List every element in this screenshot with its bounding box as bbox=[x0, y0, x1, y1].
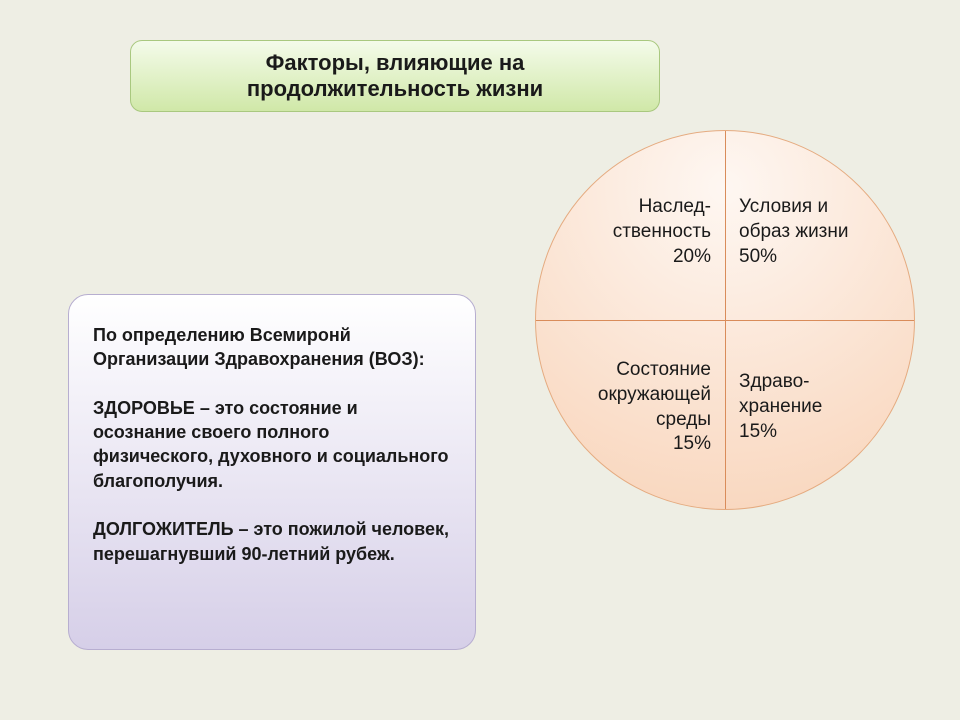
q-tl-line1: Наслед- bbox=[566, 195, 711, 220]
quadrant-environment: Состояние окружающей среды 15% bbox=[536, 320, 725, 509]
q-bl-line1: Состояние bbox=[566, 358, 711, 383]
q-bl-line3: среды bbox=[566, 408, 711, 433]
title-text: Факторы, влияющие на продолжительность ж… bbox=[151, 50, 639, 102]
q-br-line1: Здраво- bbox=[739, 370, 884, 395]
q-tr-line1: Условия и bbox=[739, 195, 884, 220]
q-bl-value: 15% bbox=[566, 432, 711, 457]
q-br-line2: хранение bbox=[739, 395, 884, 420]
definition-intro: По определению Всемиронй Организации Здр… bbox=[93, 323, 451, 372]
quadrant-healthcare: Здраво- хранение 15% bbox=[725, 320, 914, 509]
q-tl-value: 20% bbox=[566, 245, 711, 270]
definition-longevity: ДОЛГОЖИТЕЛЬ – это пожилой человек, переш… bbox=[93, 517, 451, 566]
quadrant-lifestyle: Условия и образ жизни 50% bbox=[725, 131, 914, 320]
definition-box: По определению Всемиронй Организации Здр… bbox=[68, 294, 476, 650]
q-tl-line2: ственность bbox=[566, 220, 711, 245]
title-box: Факторы, влияющие на продолжительность ж… bbox=[130, 40, 660, 112]
definition-health: ЗДОРОВЬЕ – это состояние и осознание сво… bbox=[93, 396, 451, 493]
q-tr-line2: образ жизни bbox=[739, 220, 884, 245]
q-tr-value: 50% bbox=[739, 245, 884, 270]
q-bl-line2: окружающей bbox=[566, 383, 711, 408]
q-br-value: 15% bbox=[739, 420, 884, 445]
quadrant-heredity: Наслед- ственность 20% bbox=[536, 131, 725, 320]
factors-pie: Наслед- ственность 20% Условия и образ ж… bbox=[535, 130, 915, 510]
